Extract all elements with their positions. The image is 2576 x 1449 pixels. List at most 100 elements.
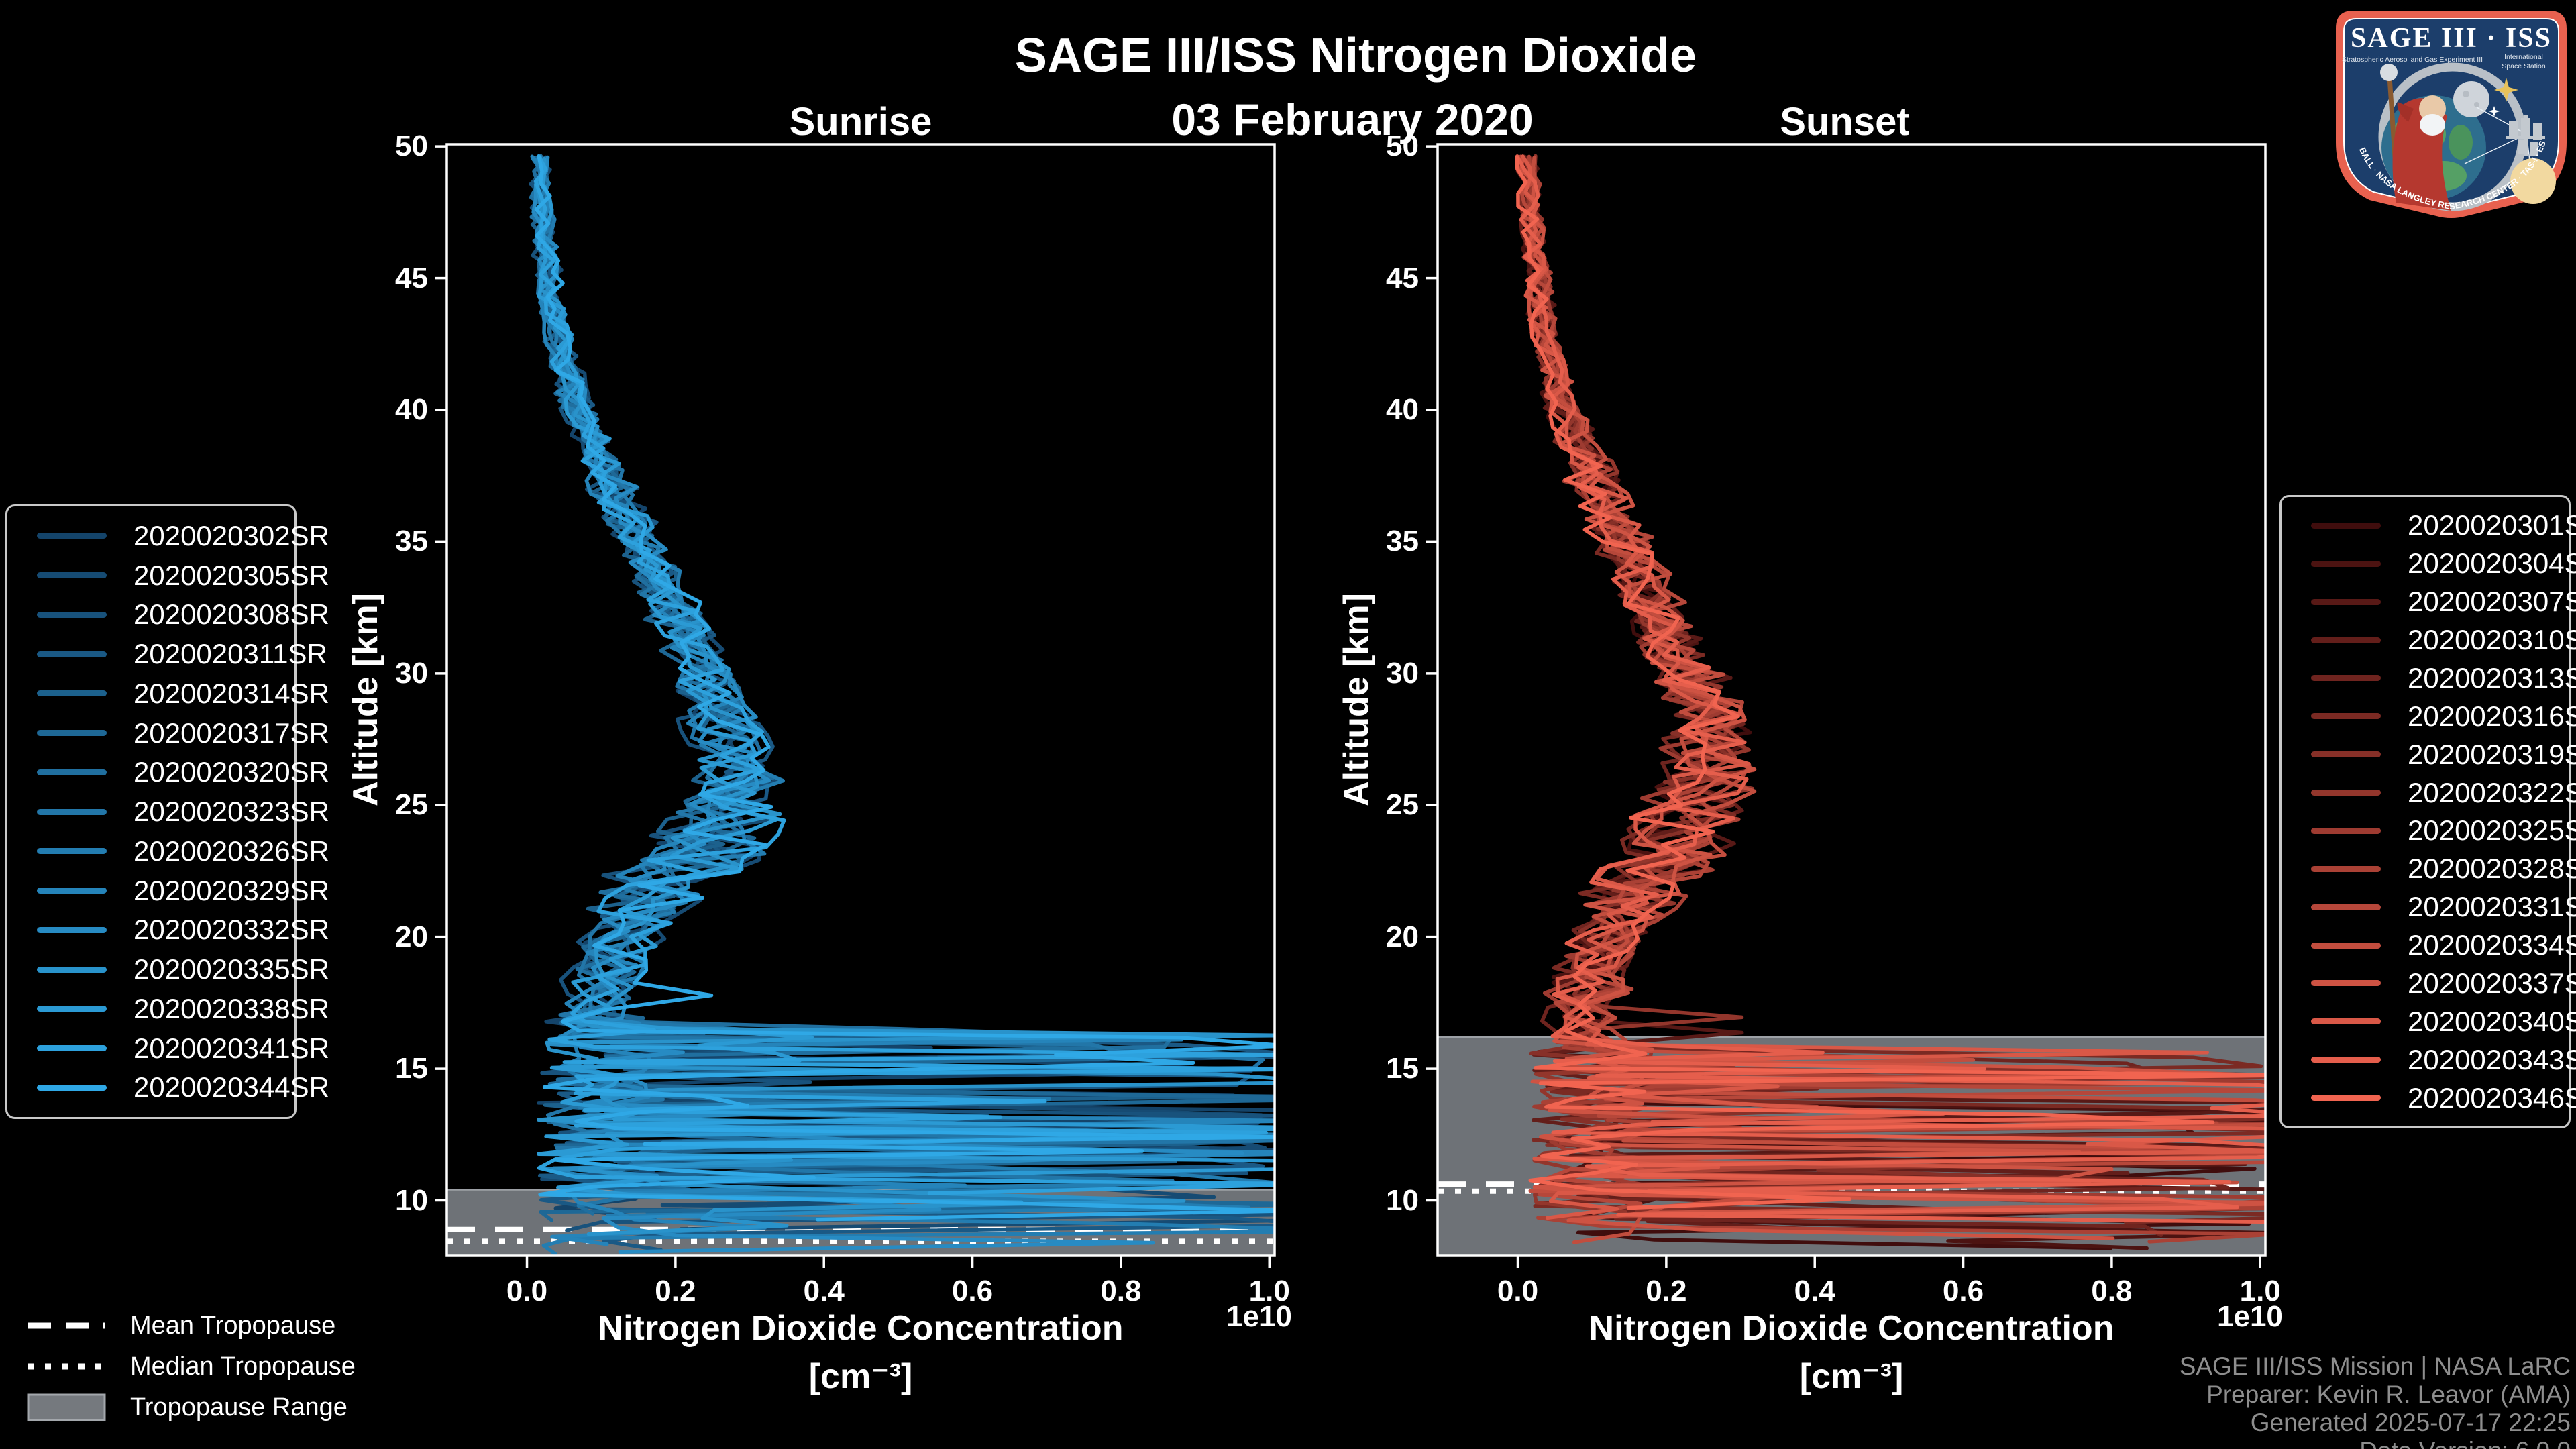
- legend-event-id: 2020020311SR: [133, 638, 327, 669]
- legend-item: 2020020334SS: [2282, 926, 2576, 965]
- legend-item: 2020020320SR: [7, 753, 329, 792]
- logo-title: SAGE III · ISS: [2351, 23, 2552, 54]
- legend-line-swatch: [37, 808, 107, 815]
- legend-event-id: 2020020337SS: [2408, 967, 2576, 999]
- x-tick-label: 0.0: [1497, 1275, 1539, 1307]
- legend-line-swatch: [37, 572, 107, 578]
- attribution-preparer: Preparer: Kevin R. Leavor (AMA): [2206, 1381, 2571, 1408]
- axes-box: [445, 143, 1276, 1257]
- legend-item: 2020020331SS: [2282, 888, 2576, 926]
- median-tropopause-label: Median Tropopause: [130, 1352, 356, 1381]
- x-tick-label: 0.8: [1100, 1275, 1142, 1307]
- legend-item: 2020020304SS: [2282, 545, 2576, 583]
- legend-line-swatch: [2311, 790, 2381, 796]
- legend-event-id: 2020020341SR: [133, 1032, 329, 1064]
- legend-line-swatch: [2311, 942, 2381, 949]
- legend-event-id: 2020020322SS: [2408, 776, 2576, 808]
- legend-event-id: 2020020344SR: [133, 1071, 329, 1104]
- legend-item: 2020020323SR: [7, 792, 329, 831]
- legend-event-id: 2020020328SS: [2408, 853, 2576, 885]
- sunset-plot-canvas: [1426, 143, 2267, 1268]
- x-tick-label: 0.4: [803, 1275, 845, 1307]
- y-tick-label: 25: [1386, 788, 1419, 822]
- logo-subtitle-right-1: International: [2504, 53, 2543, 61]
- profile-line-2020020341SR: [533, 154, 1275, 1195]
- legend-event-id: 2020020335SR: [133, 953, 329, 985]
- legend-event-id: 2020020301SS: [2408, 509, 2576, 541]
- logo-figure-beard: [2420, 114, 2445, 136]
- x-tick-label: 0.2: [1646, 1275, 1687, 1307]
- logo-sparkle-icon: [2489, 106, 2500, 117]
- legend-line-swatch: [37, 611, 107, 618]
- legend-event-id: 2020020314SR: [133, 677, 329, 709]
- y-tick-label: 35: [395, 525, 428, 558]
- legend-line-swatch: [2311, 713, 2381, 720]
- legend-item: 2020020343SS: [2282, 1040, 2576, 1079]
- x-tick-label: 0.8: [2091, 1275, 2133, 1307]
- logo-beam: [2464, 133, 2527, 164]
- sunset-y-axis-label: Altitude [km]: [1337, 593, 1376, 806]
- legend-event-id: 2020020305SR: [133, 559, 329, 591]
- legend-event-id: 2020020329SR: [133, 874, 329, 906]
- legend-item: 2020020308SR: [7, 595, 329, 634]
- legend-item: 2020020344SR: [7, 1068, 329, 1107]
- legend-item: 2020020316SS: [2282, 697, 2576, 735]
- y-tick-label: 40: [395, 392, 428, 426]
- legend-line-swatch: [37, 1084, 107, 1091]
- legend-event-id: 2020020304SS: [2408, 547, 2576, 580]
- profile-line-2020020331SS: [1519, 154, 2265, 1216]
- legend-item: 2020020302SR: [7, 517, 329, 555]
- mean-tropopause-label: Mean Tropopause: [130, 1311, 336, 1340]
- logo-subtitle-left: Stratospheric Aerosol and Gas Experiment…: [2342, 56, 2483, 64]
- profile-line-2020020346SS: [1515, 155, 2265, 1210]
- legend-item: 2020020311SR: [7, 635, 327, 674]
- y-tick-label: 20: [395, 920, 428, 953]
- legend-line-swatch: [37, 690, 107, 697]
- legend-event-id: 2020020343SS: [2408, 1043, 2576, 1075]
- logo-moon: [2453, 81, 2489, 117]
- y-tick-label: 10: [395, 1183, 428, 1217]
- legend-line-swatch: [2311, 904, 2381, 910]
- legend-event-id: 2020020307SS: [2408, 586, 2576, 618]
- legend-line-swatch: [37, 926, 107, 933]
- axes-box: [1436, 143, 2267, 1257]
- dashed-line-icon: [28, 1322, 105, 1329]
- sunset-plot: [1426, 143, 2267, 1268]
- legend-line-swatch: [37, 769, 107, 775]
- legend-item: 2020020305SR: [7, 556, 329, 595]
- legend-item: 2020020301SS: [2282, 506, 2576, 545]
- legend-line-swatch: [37, 1045, 107, 1051]
- attribution-mission: SAGE III/ISS Mission | NASA LaRC: [2179, 1352, 2571, 1380]
- sunset-events-legend: 2020020301SS 2020020304SS 2020020307SS 2020…: [2279, 495, 2576, 1128]
- sunrise-plot: [435, 143, 1276, 1268]
- profile-line-2020020329SR: [530, 154, 1275, 1246]
- y-tick-label: 15: [395, 1052, 428, 1085]
- legend-line-swatch: [2311, 865, 2381, 872]
- tropopause-range-label: Tropopause Range: [130, 1393, 347, 1421]
- legend-item: 2020020314SR: [7, 674, 329, 713]
- x-tick-label: 0.6: [1942, 1275, 1984, 1307]
- legend-event-id: 2020020346SS: [2408, 1081, 2576, 1114]
- legend-item: 2020020322SS: [2282, 773, 2576, 812]
- legend-event-id: 2020020313SS: [2408, 661, 2576, 694]
- legend-item: 2020020328SS: [2282, 850, 2576, 888]
- legend-event-id: 2020020326SR: [133, 835, 329, 867]
- sunset-axis-offset-label: 1e10: [2217, 1300, 2283, 1333]
- legend-line-swatch: [2311, 522, 2381, 529]
- legend-line-swatch: [37, 730, 107, 736]
- mean-tropopause-legend-item: Mean Tropopause: [25, 1307, 335, 1344]
- sunrise-x-axis-label-line1: Nitrogen Dioxide Concentration: [598, 1309, 1124, 1348]
- x-tick-label: 0.6: [951, 1275, 994, 1307]
- date-subtitle: 03 February 2020: [1171, 95, 1534, 144]
- legend-item: 2020020346SS: [2282, 1079, 2576, 1117]
- logo-figure-arm: [2397, 102, 2414, 122]
- legend-item: 2020020313SS: [2282, 659, 2576, 698]
- legend-event-id: 2020020323SR: [133, 796, 329, 827]
- legend-event-id: 2020020331SS: [2408, 891, 2576, 923]
- y-tick-label: 45: [395, 261, 428, 294]
- y-tick-label: 20: [1386, 920, 1419, 953]
- legend-line-swatch: [2311, 751, 2381, 758]
- legend-line-swatch: [2311, 675, 2381, 682]
- legend-line-swatch: [37, 533, 107, 539]
